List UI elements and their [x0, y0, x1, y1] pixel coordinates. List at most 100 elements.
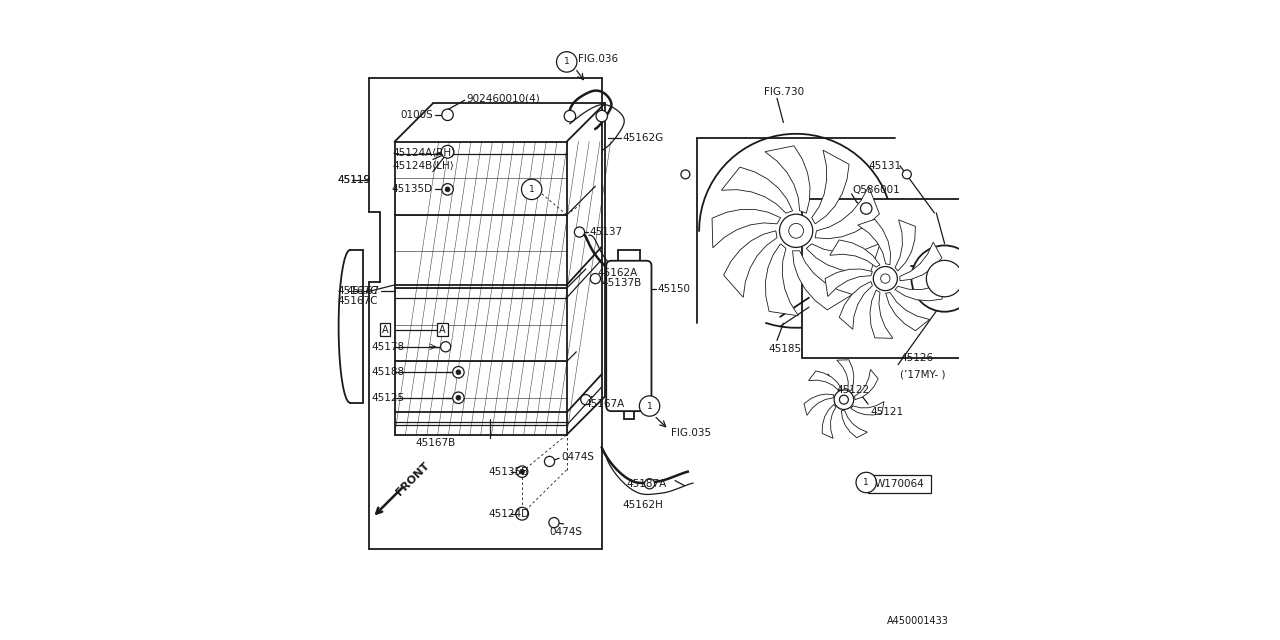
Polygon shape [855, 369, 878, 399]
Polygon shape [822, 404, 836, 438]
Text: FIG.035: FIG.035 [671, 428, 710, 438]
Polygon shape [804, 394, 833, 415]
Circle shape [557, 52, 577, 72]
Text: 45135D: 45135D [392, 184, 433, 195]
Circle shape [453, 367, 465, 378]
Circle shape [442, 184, 453, 195]
Text: A: A [439, 324, 445, 335]
Text: Q586001: Q586001 [852, 185, 900, 195]
Circle shape [835, 390, 854, 410]
Text: 0474S: 0474S [549, 527, 582, 536]
Circle shape [596, 110, 608, 122]
Circle shape [788, 223, 804, 238]
Polygon shape [812, 150, 849, 224]
Text: 45119: 45119 [338, 175, 370, 185]
Circle shape [581, 394, 591, 404]
Circle shape [521, 179, 541, 200]
Circle shape [873, 266, 897, 291]
Polygon shape [900, 242, 942, 281]
Text: 45125: 45125 [371, 393, 404, 403]
Text: 1: 1 [564, 58, 570, 67]
Polygon shape [837, 360, 854, 391]
Polygon shape [886, 292, 929, 331]
Circle shape [780, 214, 813, 248]
Polygon shape [895, 220, 915, 271]
Circle shape [516, 466, 527, 477]
Text: W170064: W170064 [874, 479, 924, 490]
Circle shape [440, 342, 451, 352]
Circle shape [456, 370, 461, 374]
Circle shape [442, 109, 453, 120]
Circle shape [927, 260, 963, 297]
Text: A: A [381, 324, 388, 335]
Text: 45167A: 45167A [585, 399, 625, 409]
Text: 902460010(4): 902460010(4) [467, 94, 540, 104]
Text: 0100S: 0100S [401, 110, 433, 120]
FancyBboxPatch shape [607, 260, 652, 411]
Text: 45124D: 45124D [489, 509, 530, 518]
Circle shape [644, 479, 654, 489]
Text: FRONT: FRONT [394, 460, 431, 497]
Circle shape [902, 170, 911, 179]
Polygon shape [829, 240, 879, 267]
Text: 45162G: 45162G [622, 132, 663, 143]
Text: 45167B: 45167B [416, 438, 456, 448]
Text: 45167: 45167 [347, 286, 379, 296]
Polygon shape [765, 244, 799, 316]
Text: A450001433: A450001433 [887, 616, 948, 626]
Text: 45178: 45178 [371, 342, 404, 352]
Circle shape [520, 469, 525, 474]
Circle shape [516, 508, 529, 520]
Bar [868, 476, 931, 493]
Polygon shape [895, 282, 946, 301]
Circle shape [856, 472, 877, 493]
Text: 45121: 45121 [870, 408, 904, 417]
Text: 45167C: 45167C [338, 296, 378, 306]
Circle shape [442, 145, 454, 158]
Text: 45126: 45126 [900, 353, 933, 364]
Text: (’17MY- ): (’17MY- ) [900, 369, 946, 379]
Polygon shape [723, 231, 777, 298]
Text: 45119: 45119 [338, 175, 370, 185]
Circle shape [840, 395, 849, 404]
Polygon shape [870, 290, 893, 339]
Text: 45188: 45188 [371, 367, 404, 377]
Circle shape [681, 170, 690, 179]
Text: 45124A⟨RH⟩: 45124A⟨RH⟩ [393, 148, 456, 158]
Text: 45167C: 45167C [338, 286, 378, 296]
Text: 45187A: 45187A [626, 479, 666, 490]
Circle shape [640, 396, 659, 416]
Text: 45150: 45150 [658, 284, 691, 294]
Polygon shape [840, 282, 873, 329]
Text: 45185: 45185 [769, 344, 801, 354]
Polygon shape [851, 401, 884, 415]
Circle shape [564, 110, 576, 122]
Circle shape [590, 273, 600, 284]
Circle shape [544, 456, 554, 467]
Text: 45162A: 45162A [598, 268, 637, 278]
Text: FIG.730: FIG.730 [764, 87, 804, 97]
Text: FIG.036: FIG.036 [577, 54, 618, 64]
Circle shape [549, 518, 559, 528]
Circle shape [445, 187, 451, 192]
Text: 1: 1 [529, 185, 535, 194]
Polygon shape [792, 251, 852, 310]
Polygon shape [809, 371, 841, 390]
Polygon shape [858, 220, 891, 264]
Text: 0474S: 0474S [561, 452, 594, 462]
Polygon shape [815, 186, 879, 239]
Text: 45137B: 45137B [602, 278, 643, 288]
Polygon shape [712, 209, 781, 248]
Text: 45137: 45137 [589, 227, 622, 237]
Polygon shape [826, 269, 873, 296]
Circle shape [911, 246, 978, 312]
Text: 1: 1 [646, 401, 653, 410]
Polygon shape [806, 243, 881, 272]
Text: 45162H: 45162H [623, 500, 663, 510]
Text: 45122: 45122 [836, 385, 869, 395]
Circle shape [575, 227, 585, 237]
Text: 45124B⟨LH⟩: 45124B⟨LH⟩ [393, 161, 454, 171]
Text: 45131: 45131 [868, 161, 901, 171]
Text: 1: 1 [863, 478, 869, 487]
Circle shape [860, 203, 872, 214]
